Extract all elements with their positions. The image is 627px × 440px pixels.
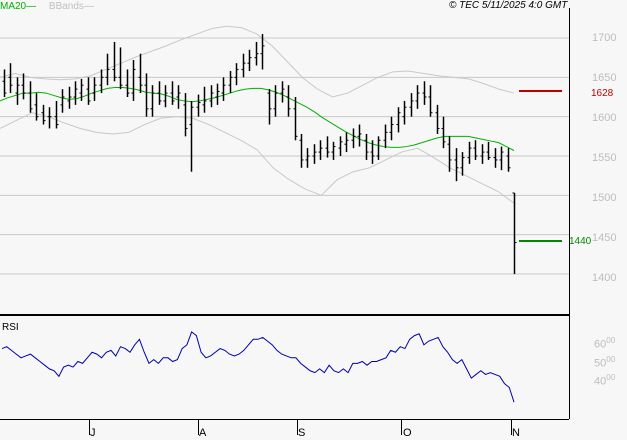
price-label: 1400 <box>592 272 617 284</box>
price-label: 1700 <box>592 32 617 44</box>
rsi-label: 5000 <box>594 355 616 370</box>
last-price-label: 1440 <box>569 236 592 247</box>
legend-bbands: BBands— <box>48 1 94 12</box>
price-bars <box>2 34 517 274</box>
price-label: 1600 <box>592 112 617 124</box>
x-label-month: J <box>90 427 96 439</box>
chart-frame <box>0 8 570 435</box>
legend-ma20: MA20— <box>0 1 37 12</box>
price-gridlines <box>0 37 569 275</box>
x-label-month: O <box>403 427 412 439</box>
rsi-label: 4000 <box>594 373 616 388</box>
x-label-month: A <box>199 427 207 439</box>
price-label: 1450 <box>592 232 617 244</box>
price-label: 1650 <box>592 72 617 84</box>
price-markers <box>519 90 562 242</box>
price-label: 1500 <box>592 192 617 204</box>
price-label: 1550 <box>592 152 617 164</box>
bollinger-bands <box>0 25 515 204</box>
rsi-label: 6000 <box>594 336 616 351</box>
legend: MA20— BBands— <box>0 1 94 12</box>
rsi-line <box>1 331 515 403</box>
x-label-month: S <box>298 427 306 439</box>
ma20-line <box>0 87 515 151</box>
copyright-timestamp: © TEC 5/11/2025 4:0 GMT <box>449 0 568 11</box>
rsi-title: RSI <box>2 322 19 333</box>
x-label-month: N <box>512 427 520 439</box>
reference-level-label: 1628 <box>591 88 614 99</box>
